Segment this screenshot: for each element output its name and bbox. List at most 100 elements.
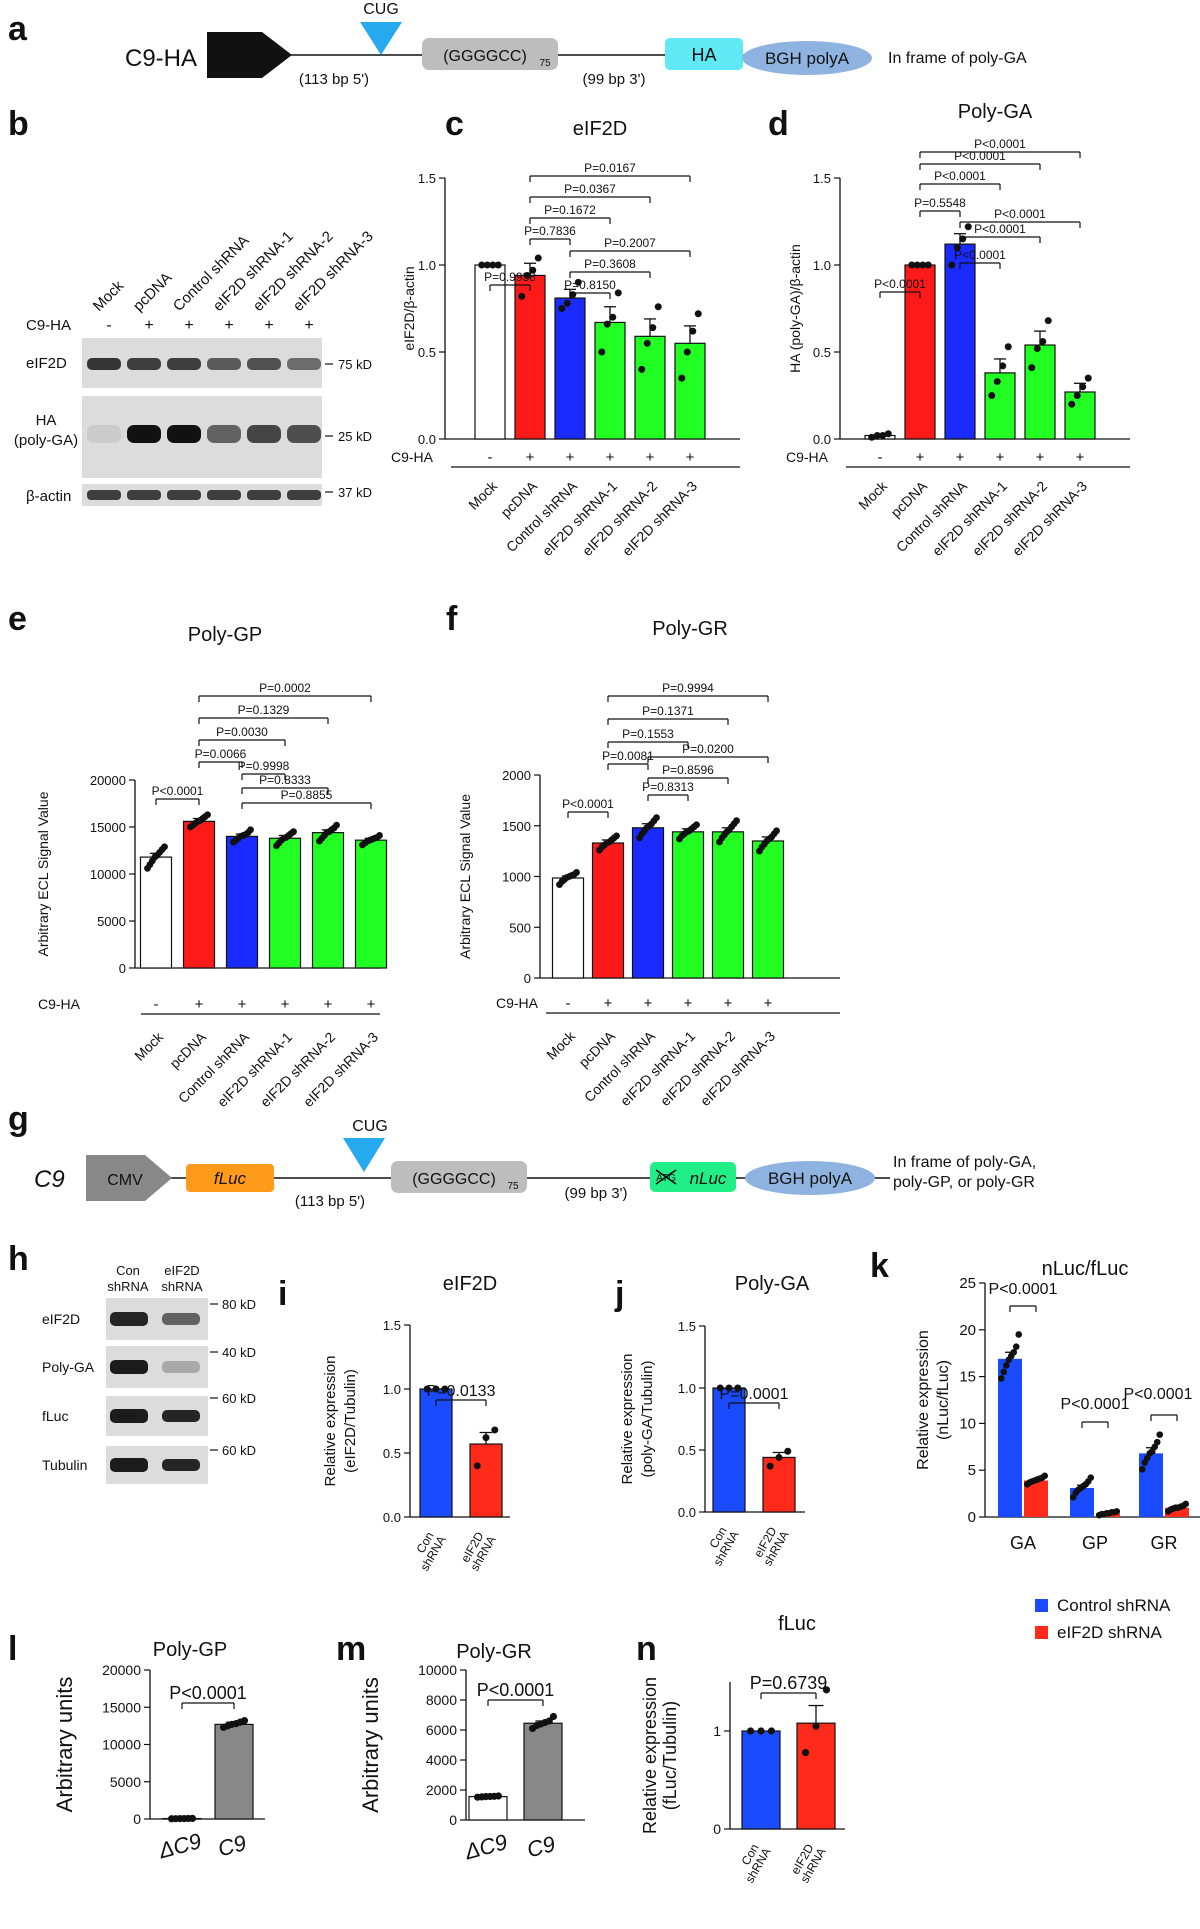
chart-l: l Poly-GP 0 5000 10000 15000 20000 Arbitrary un… [8, 1630, 265, 1864]
polyA-oval [745, 1161, 875, 1195]
data-point [333, 821, 340, 829]
data-point [879, 432, 887, 440]
panel-letter-g: g [8, 1100, 29, 1138]
repeat-label: (GGGGCC) [443, 48, 527, 65]
cug-label: CUG [352, 1118, 388, 1135]
lane-label: eIF2D [164, 1263, 199, 1278]
chart-j: j Poly-GA 0.0 0.5 1.0 1.5 Relative expression(… [614, 1273, 810, 1568]
c9-sign: + [238, 996, 247, 1013]
data-point [614, 289, 622, 297]
p-value-label: P<0.0001 [169, 1683, 247, 1703]
p-value-label: P=0.1672 [544, 203, 596, 217]
bar [551, 877, 585, 979]
data-point [482, 1434, 490, 1442]
c9-sign: + [144, 317, 153, 334]
blot-band [110, 1458, 148, 1472]
data-point [1015, 1331, 1023, 1338]
c9-sign: + [644, 995, 653, 1012]
bar [1064, 391, 1096, 440]
size-marker: 25 kD [338, 429, 372, 444]
p-value-label: P=0.9938 [484, 270, 536, 284]
data-point [441, 1385, 449, 1393]
data-point [1079, 383, 1087, 391]
data-point [518, 292, 526, 300]
data-point [716, 1384, 724, 1392]
panel-letter-i: i [278, 1275, 287, 1313]
p-value-label: P=0.3608 [584, 257, 636, 271]
right-length-label: (99 bp 3') [583, 71, 646, 88]
y-tick-label: 10000 [90, 867, 126, 882]
y-tick-label: 1.5 [678, 1319, 696, 1334]
data-point [919, 261, 927, 269]
c9-sign: + [304, 317, 313, 334]
category-label: C9 [524, 1831, 558, 1862]
y-axis-label: Relative expression [640, 1677, 660, 1834]
left-length-label: (113 bp 5') [295, 1193, 365, 1210]
c9-sign: + [724, 995, 733, 1012]
data-point [432, 1385, 440, 1393]
actin-band [207, 490, 241, 500]
bar [554, 297, 586, 440]
p-value-label: P=0.1371 [642, 704, 694, 718]
category-label: eIF2D shRNA-3 [300, 1029, 381, 1110]
data-point [1153, 1438, 1161, 1446]
bar [984, 372, 1016, 440]
c9-sign: - [566, 995, 571, 1012]
data-point [953, 244, 961, 252]
polyA-label: BGH polyA [765, 49, 850, 68]
data-point [689, 327, 697, 335]
data-point [549, 1712, 558, 1721]
category-label: Control shRNA [503, 477, 581, 555]
y-tick-label: 0 [713, 1821, 721, 1837]
category-label: eIF2D shRNA-3 [1009, 478, 1090, 559]
category-label: ΔC9 [155, 1828, 204, 1864]
bar [674, 342, 706, 440]
chart-f: f Poly-GR 0 500 1000 1500 2000 Arbitrary ECL Si… [446, 600, 840, 1109]
data-point [773, 827, 780, 835]
p-value-label: P=0.0133 [427, 1383, 496, 1400]
p-value-label: P=0.9994 [662, 681, 714, 695]
data-point [999, 362, 1007, 370]
bar [796, 1722, 836, 1830]
c9-sign: + [566, 449, 575, 466]
c9-sign: + [367, 996, 376, 1013]
data-point [654, 303, 662, 311]
category-label: eIF2D shRNA-3 [697, 1028, 778, 1109]
eif2d-band [87, 358, 121, 370]
c9-row-label: C9-HA [786, 449, 829, 465]
data-point [1004, 343, 1012, 351]
data-point [683, 348, 691, 356]
data-point [1156, 1431, 1164, 1438]
ha-band [127, 425, 161, 443]
y-tick-label: 0.5 [813, 345, 831, 360]
fluc-label: fLuc [214, 1169, 247, 1188]
blot-row-label: Tubulin [42, 1457, 87, 1473]
c9-sign: + [526, 449, 535, 466]
p-value-label: P=0.1553 [622, 727, 674, 741]
data-point [1012, 1343, 1020, 1350]
data-point [1039, 338, 1047, 346]
data-point [423, 1385, 431, 1393]
lane-label: shRNA [107, 1279, 149, 1294]
blot-strip [82, 338, 322, 388]
data-point [1000, 1368, 1008, 1376]
panel-letter-m: m [336, 1630, 366, 1668]
data-point [908, 261, 916, 269]
promoter-arrow [86, 1155, 172, 1201]
legend-swatch [1035, 1626, 1048, 1639]
y-axis-label: Relative expression [915, 1330, 932, 1470]
size-marker: 60 kD [222, 1391, 256, 1406]
y-axis-label: Arbitrary ECL Signal Value [35, 791, 51, 956]
p-value-label: P=0.8333 [259, 773, 311, 787]
p-value-label: P=0.0002 [259, 681, 311, 695]
y-axis-label: Relative expression [322, 1356, 339, 1487]
c9-sign: + [916, 449, 925, 466]
atg-cross-line [655, 1169, 677, 1185]
bar [591, 842, 625, 979]
data-point [494, 261, 502, 269]
blot-band [162, 1459, 200, 1471]
bar [268, 837, 302, 969]
c9-row-label: C9-HA [391, 449, 434, 465]
legend-label: Control shRNA [1057, 1596, 1171, 1615]
